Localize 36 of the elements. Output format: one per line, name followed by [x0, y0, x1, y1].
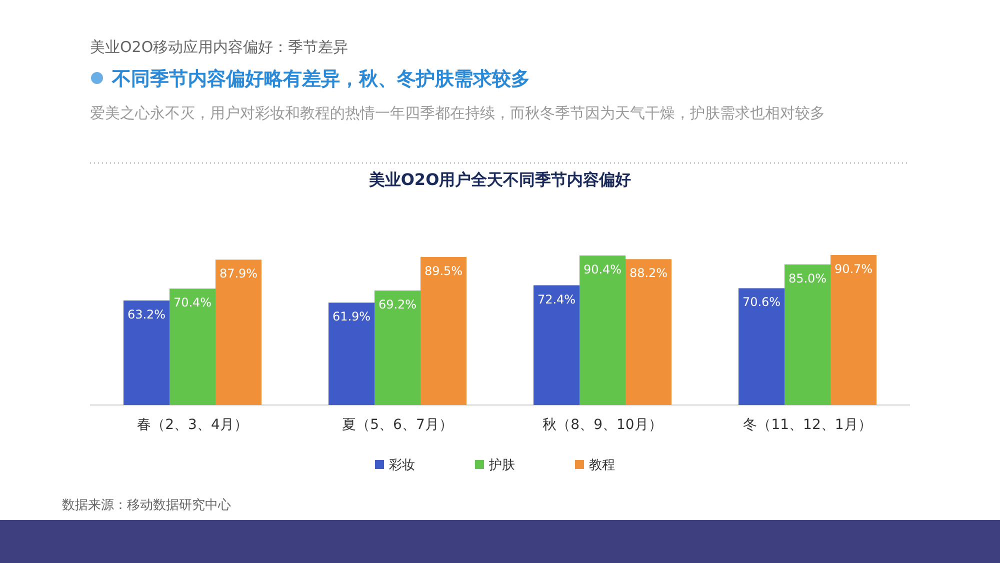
- data-label: 90.4%: [583, 262, 622, 276]
- bar: [328, 302, 374, 405]
- chart-title: 美业O2O用户全天不同季节内容偏好: [368, 170, 632, 189]
- bar: [216, 260, 262, 405]
- bar: [374, 290, 420, 405]
- x-tick-label: 春（2、3、4月）: [137, 417, 248, 433]
- data-label: 87.9%: [219, 266, 258, 281]
- data-label: 61.9%: [332, 310, 371, 324]
- x-tick-label: 秋（8、9、10月）: [542, 417, 662, 433]
- bar: [534, 285, 580, 405]
- bar: [170, 288, 216, 405]
- text: 不同季节内容偏好略有差异，秋、冬护肤需求较多: [111, 68, 530, 90]
- legend-label: 教程: [589, 458, 615, 473]
- legend-label: 彩妆: [389, 458, 415, 473]
- text: 美业O2O移动应用内容偏好：季节差异: [90, 38, 348, 56]
- data-label: 90.7%: [834, 262, 873, 276]
- data-label: 70.6%: [742, 295, 781, 310]
- data-label: 89.5%: [424, 264, 463, 278]
- data-label: 70.4%: [173, 296, 212, 310]
- bar: [626, 259, 672, 405]
- legend-label: 护肤: [488, 458, 515, 473]
- data-label: 63.2%: [127, 307, 166, 322]
- data-label: 88.2%: [629, 266, 668, 280]
- source-note: 数据来源：移动数据研究中心: [62, 497, 231, 513]
- bar: [784, 264, 830, 405]
- bar: [738, 288, 784, 405]
- data-label: 69.2%: [378, 298, 417, 312]
- bar: [420, 256, 466, 405]
- data-label: 85.0%: [788, 271, 827, 286]
- text: 爱美之心永不灭，用户对彩妆和教程的热情一年四季都在持续，而秋冬季节因为天气干燥，护肤需求也相对较多: [90, 104, 825, 122]
- x-tick-label: 冬（11、12、1月）: [743, 417, 872, 433]
- data-label: 72.4%: [537, 292, 576, 306]
- x-tick-label: 夏（5、6、7月）: [342, 417, 453, 433]
- bar: [580, 255, 626, 405]
- bar: [124, 300, 170, 405]
- bar: [830, 255, 876, 405]
